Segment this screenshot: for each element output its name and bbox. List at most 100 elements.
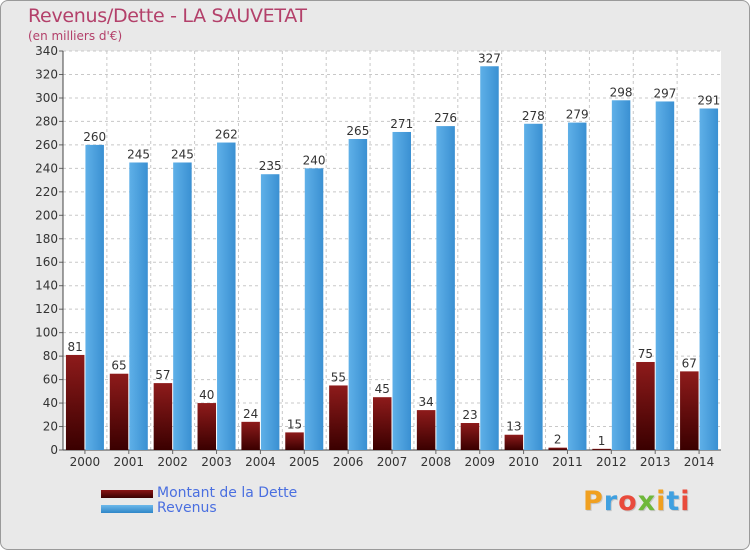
brand-logo-letter: i [680,486,691,517]
x-tick-label: 2001 [114,455,145,469]
data-label-revenue: 278 [522,109,545,123]
bar-revenue [217,142,236,451]
x-tick-label: 2003 [201,455,232,469]
y-tick-label: 240 [35,161,58,175]
bar-revenue [173,162,192,450]
bar-revenue [655,101,675,450]
legend-label-revenue: Revenus [157,500,217,516]
data-label-debt: 81 [68,340,83,354]
bar-debt [285,432,304,450]
plot-area [63,51,721,450]
bar-debt [373,397,392,450]
data-label-revenue: 271 [390,117,413,131]
bar-revenue [348,139,368,450]
y-tick-label: 60 [43,373,58,387]
y-tick-label: 320 [35,67,58,81]
data-label-revenue: 260 [83,130,106,144]
y-tick-label: 200 [35,208,58,222]
bar-debt [241,421,260,450]
data-label-revenue: 240 [303,153,326,167]
bar-debt [416,410,436,450]
data-label-revenue: 235 [259,159,282,173]
bar-revenue [699,108,719,451]
data-label-debt: 75 [638,347,653,361]
data-label-revenue: 245 [171,147,194,161]
brand-logo-letter: t [666,486,681,517]
y-tick-label: 160 [35,255,58,269]
x-tick-label: 2006 [333,455,364,469]
data-label-revenue: 245 [127,147,150,161]
data-label-revenue: 279 [566,108,589,122]
y-tick-label: 80 [43,349,58,363]
x-tick-label: 2014 [684,455,715,469]
data-label-revenue: 297 [653,86,676,100]
bar-debt [197,403,217,450]
data-label-debt: 1 [598,434,606,448]
data-label-debt: 2 [554,433,562,447]
x-tick-label: 2010 [508,455,539,469]
y-tick-label: 300 [35,91,58,105]
brand-logo-letter: P [583,486,604,517]
x-tick-label: 2011 [552,455,583,469]
x-tick-label: 2007 [377,455,408,469]
y-tick-label: 20 [43,420,58,434]
x-tick-label: 2002 [157,455,188,469]
legend-label-debt: Montant de la Dette [157,485,298,501]
bar-revenue [611,100,631,450]
bar-debt [636,361,655,450]
bar-debt [504,434,524,450]
data-label-debt: 34 [418,395,433,409]
y-tick-label: 280 [35,114,58,128]
bar-revenue [85,144,104,450]
y-tick-label: 260 [35,138,58,152]
brand-logo-letter: i [656,486,667,517]
data-label-revenue: 276 [434,111,457,125]
brand-logo-letter: r [603,486,619,517]
data-label-debt: 23 [462,408,477,422]
bar-revenue [567,122,587,450]
bar-debt [548,447,567,450]
legend-swatch-debt [101,490,153,498]
y-tick-label: 0 [50,443,58,457]
data-label-debt: 15 [287,417,302,431]
brand-logo: Proxiti [583,486,691,517]
x-tick-label: 2013 [640,455,671,469]
y-tick-label: 120 [35,302,58,316]
bar-revenue [260,174,280,450]
data-label-revenue: 327 [478,51,501,65]
x-tick-label: 2008 [421,455,452,469]
bar-revenue [436,126,455,450]
data-label-debt: 55 [331,370,346,384]
data-label-debt: 45 [375,382,390,396]
data-label-debt: 13 [506,420,521,434]
y-tick-label: 340 [35,44,58,58]
bar-revenue [480,66,499,450]
bar-revenue [304,168,324,450]
data-label-debt: 40 [199,388,214,402]
data-label-revenue: 262 [215,128,238,142]
bar-debt [329,385,348,450]
bar-revenue [392,131,411,451]
brand-logo-letter: o [618,486,638,517]
x-tick-label: 2009 [464,455,495,469]
x-tick-label: 2012 [596,455,627,469]
bar-debt [109,373,129,450]
bar-debt [460,423,480,450]
bar-debt [65,354,85,450]
x-tick-label: 2000 [70,455,101,469]
bar-debt [680,371,699,450]
data-label-debt: 67 [682,356,697,370]
data-label-debt: 57 [155,368,170,382]
data-label-revenue: 291 [697,94,720,108]
legend-swatch-revenue [101,505,153,513]
chart-title: Revenus/Dette - LA SAUVETAT [28,5,307,27]
bar-debt [153,383,173,450]
x-tick-label: 2005 [289,455,320,469]
bar-revenue [129,162,148,450]
y-tick-label: 140 [35,279,58,293]
data-label-debt: 24 [243,407,258,421]
x-tick-label: 2004 [245,455,276,469]
y-tick-label: 100 [35,326,58,340]
